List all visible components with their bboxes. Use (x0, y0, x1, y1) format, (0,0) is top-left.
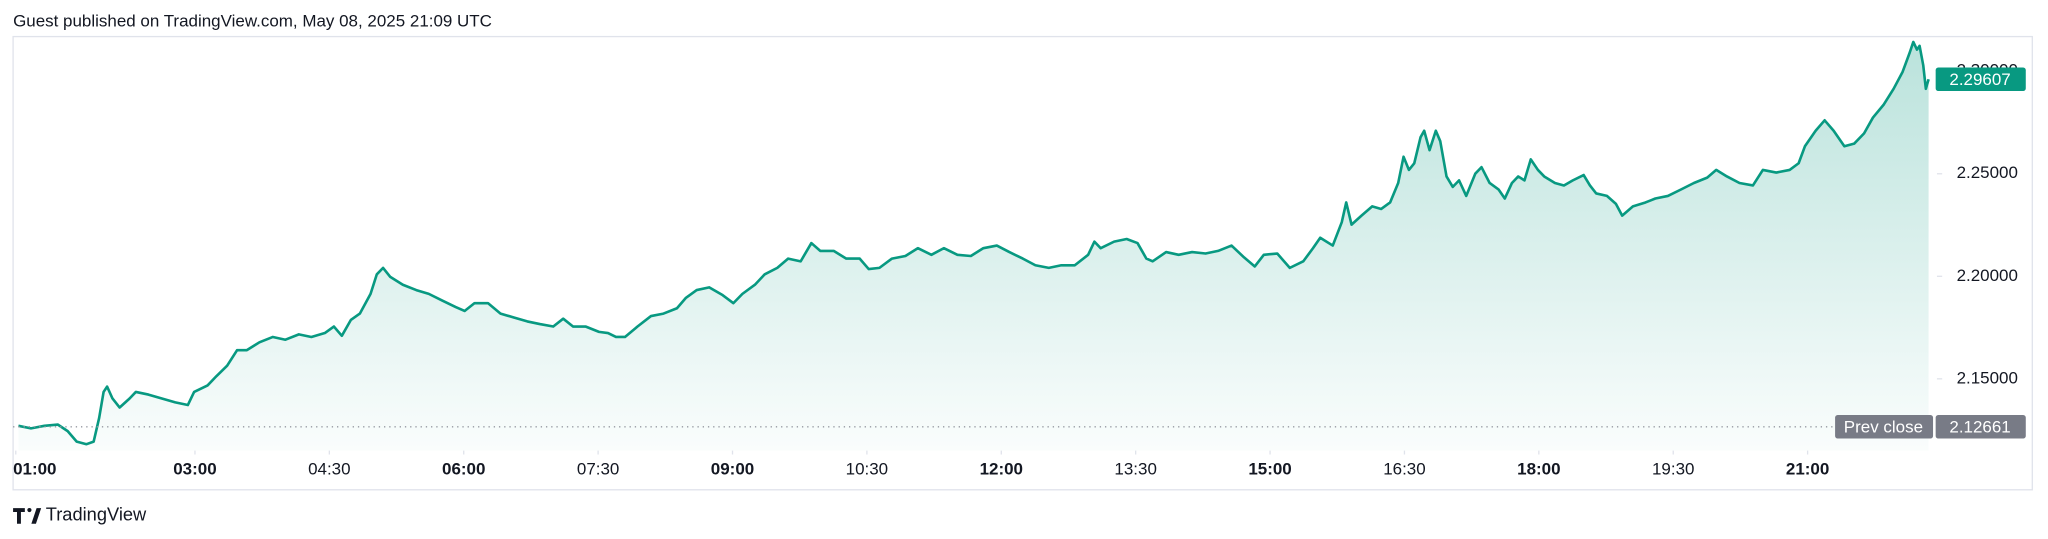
x-tick-label: 01:00 (13, 460, 56, 479)
x-tick-label: 03:00 (173, 460, 216, 479)
x-tick-label: 04:30 (308, 460, 350, 479)
prev-close-box (1935, 415, 2026, 439)
x-tick-label: 15:00 (1248, 460, 1291, 479)
prev-close-title: Prev close (1844, 418, 1923, 437)
x-tick-label: 13:30 (1114, 460, 1156, 479)
prev-close-value: 2.12661 (1949, 418, 2010, 437)
x-tick-label: 16:30 (1383, 460, 1425, 479)
x-tick-label: 09:00 (711, 460, 754, 479)
area-fill (18, 41, 1929, 451)
x-tick-label: 07:30 (577, 460, 619, 479)
header: Guest published on TradingView.com, May … (13, 12, 492, 31)
x-tick-label: 10:30 (846, 460, 888, 479)
y-tick-label: 2.20000 (1957, 266, 2018, 285)
y-tick-label: 2.25000 (1957, 163, 2018, 182)
logo (13, 507, 42, 524)
price-line (18, 40, 1930, 446)
x-tick-label: 19:30 (1652, 460, 1694, 479)
footer: TradingView (46, 504, 147, 525)
x-tick-label: 18:00 (1517, 460, 1560, 479)
x-tick-label: 21:00 (1786, 460, 1829, 479)
prev-close-tag (1835, 415, 1934, 439)
x-tick-label: 12:00 (980, 460, 1023, 479)
last-price-box (1935, 67, 2026, 92)
chart-frame (12, 35, 2033, 491)
x-tick-label: 06:00 (442, 460, 485, 479)
last-price-label: 2.29607 (1949, 70, 2010, 89)
y-tick-label: 2.15000 (1957, 368, 2018, 387)
